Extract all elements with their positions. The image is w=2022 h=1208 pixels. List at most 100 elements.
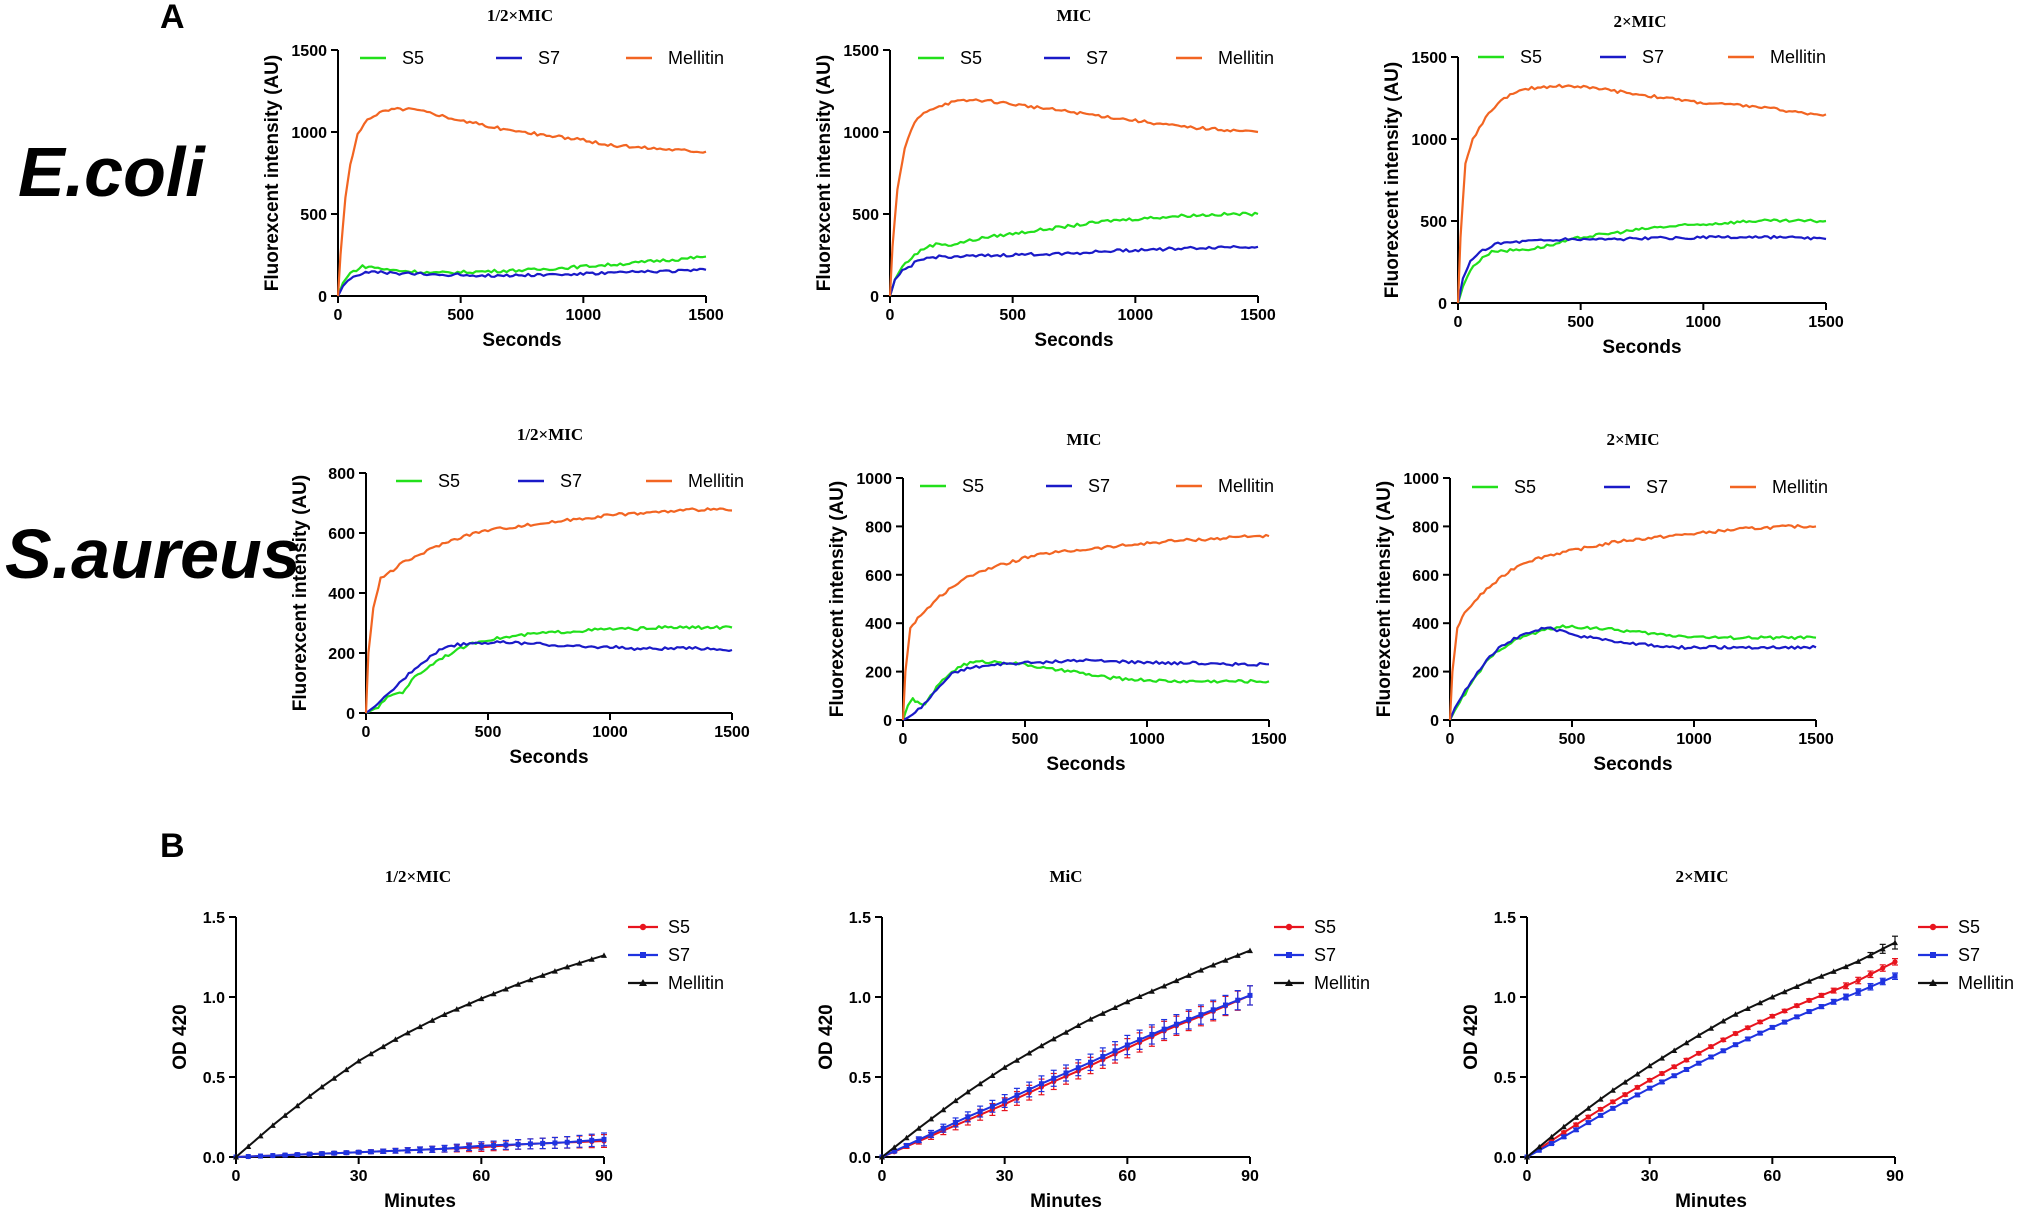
legend-label: S7 <box>1646 477 1668 497</box>
data-point <box>404 1029 411 1036</box>
y-tick-label: 0 <box>1438 296 1447 313</box>
data-point <box>1609 1087 1616 1093</box>
x-tick-label: 500 <box>1012 731 1039 748</box>
data-point <box>245 1154 251 1160</box>
data-point <box>1573 1127 1579 1133</box>
series-line-s5 <box>888 211 1259 297</box>
series-mellitin <box>233 952 607 1160</box>
y-axis-label: Fluorexcent intensity (AU) <box>1382 62 1403 298</box>
series-s7 <box>888 245 1259 297</box>
data-point <box>1892 973 1898 979</box>
y-tick-label: 600 <box>328 526 355 543</box>
x-tick-label: 1500 <box>688 307 724 324</box>
data-point <box>1659 1070 1665 1077</box>
data-point <box>601 1136 607 1142</box>
series-line-mellitin <box>364 507 733 714</box>
panel-label-b: B <box>160 827 185 865</box>
data-point <box>318 1083 325 1090</box>
data-point <box>367 1050 374 1057</box>
data-point <box>1745 1025 1751 1031</box>
series-line-s5 <box>901 659 1270 721</box>
data-point <box>1524 1154 1530 1160</box>
data-point <box>294 1152 300 1158</box>
y-tick-label: 500 <box>1420 214 1447 231</box>
y-tick-label: 200 <box>1412 665 1439 682</box>
y-tick-label: 500 <box>300 207 327 224</box>
series-s7 <box>233 1132 607 1160</box>
data-point <box>903 1134 910 1141</box>
legend-label: Mellitin <box>668 48 724 68</box>
data-point <box>1782 1019 1788 1025</box>
data-point <box>1855 977 1861 984</box>
chart-A-ecoli-mic: MIC 0 500 1000 1500 0 500 1000 1500 Seconds Fluore… <box>814 6 1276 351</box>
data-point <box>1124 998 1131 1005</box>
data-point <box>380 1043 387 1050</box>
data-point <box>1658 1055 1665 1061</box>
series-mellitin <box>1524 935 1898 1160</box>
legend-marker <box>1929 979 1937 986</box>
series-s7 <box>1524 972 1898 1160</box>
data-point <box>1148 988 1155 994</box>
y-tick-label: 0 <box>883 713 892 730</box>
y-tick-label: 0.5 <box>1494 1070 1516 1087</box>
series-s5 <box>1456 218 1827 304</box>
data-point <box>1806 978 1813 984</box>
series-line-mellitin <box>901 533 1270 721</box>
data-point <box>977 1109 983 1115</box>
data-point <box>928 1131 934 1137</box>
data-point <box>282 1112 289 1118</box>
data-point <box>1112 1048 1118 1054</box>
data-point <box>928 1115 935 1122</box>
chart-A-saureus-mic: MIC 0 200 400 600 800 1000 0 500 1000 1500 Seconds F… <box>827 430 1287 775</box>
x-tick-label: 1500 <box>1808 314 1844 331</box>
y-tick-label: 0.0 <box>1494 1150 1516 1167</box>
legend-label: S5 <box>1958 917 1980 937</box>
data-point <box>1671 1047 1678 1053</box>
data-point <box>1161 982 1168 989</box>
data-point <box>1696 1050 1702 1056</box>
data-point <box>1585 1114 1591 1120</box>
series-line-s5 <box>365 625 733 714</box>
x-tick-label: 1500 <box>1240 307 1276 324</box>
legend-label: S5 <box>438 471 460 491</box>
x-tick-label: 60 <box>472 1168 490 1185</box>
y-tick-label: 0.0 <box>849 1150 871 1167</box>
legend: S5 S7 Mellitin <box>1472 477 1828 497</box>
data-point <box>1549 1141 1555 1147</box>
legend-label: S5 <box>962 476 984 496</box>
y-tick-label: 1.5 <box>849 910 871 927</box>
legend-marker <box>1285 923 1293 931</box>
y-axis-label: OD 420 <box>816 1004 837 1069</box>
series-line-s7 <box>1526 975 1896 1158</box>
data-point <box>1757 1019 1763 1025</box>
data-point <box>1769 1013 1775 1019</box>
data-point <box>343 1150 349 1156</box>
data-point <box>1867 971 1874 977</box>
data-point <box>539 972 546 978</box>
chart-title: 2×MIC <box>1675 867 1728 886</box>
data-point <box>1050 1035 1057 1042</box>
series-line-s7 <box>902 658 1270 721</box>
data-point <box>552 1140 558 1146</box>
series-s5 <box>365 625 733 714</box>
x-tick-label: 0 <box>362 724 371 741</box>
legend: S5 S7 Mellitin <box>1274 917 1370 993</box>
y-tick-label: 0 <box>870 289 879 306</box>
data-point <box>551 968 558 974</box>
data-point <box>1757 999 1764 1006</box>
x-tick-label: 90 <box>1886 1168 1904 1185</box>
data-point <box>1622 1099 1628 1105</box>
data-point <box>1794 1003 1800 1009</box>
data-point <box>441 1011 448 1017</box>
x-tick-label: 0 <box>232 1168 241 1185</box>
series-s5 <box>336 255 707 297</box>
data-point <box>1842 963 1849 970</box>
y-tick-label: 1500 <box>1411 50 1447 67</box>
legend-label: Mellitin <box>1314 973 1370 993</box>
data-point <box>891 1144 898 1150</box>
data-point <box>1247 992 1253 998</box>
data-point <box>940 1125 946 1131</box>
x-tick-label: 500 <box>1559 731 1586 748</box>
chart-title: 2×MIC <box>1613 12 1666 31</box>
